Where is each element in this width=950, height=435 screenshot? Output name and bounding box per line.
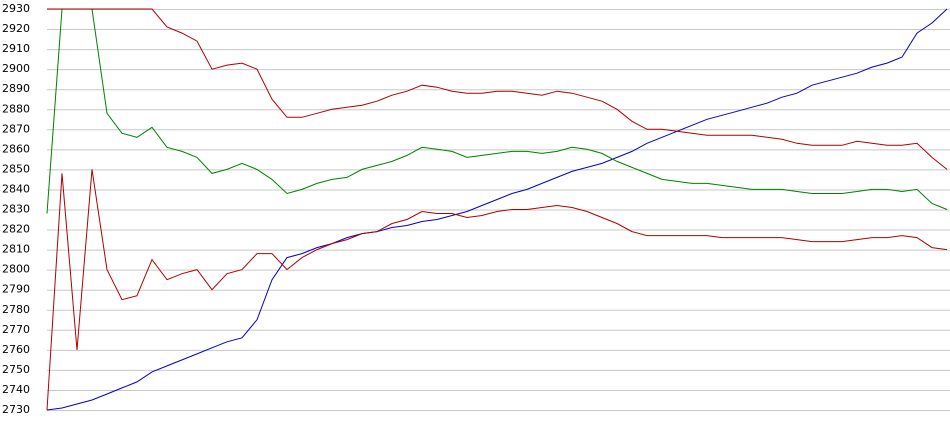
y-tick-label: 2780	[2, 303, 30, 316]
y-tick-label: 2860	[2, 142, 30, 155]
y-tick-label: 2830	[2, 203, 30, 216]
y-tick-label: 2770	[2, 323, 30, 336]
y-tick-label: 2820	[2, 223, 30, 236]
y-tick-label: 2740	[2, 383, 30, 396]
y-tick-label: 2900	[2, 62, 30, 75]
y-tick-label: 2760	[2, 343, 30, 356]
series-line	[46, 8, 948, 411]
y-tick-label: 2750	[2, 363, 30, 376]
y-tick-label: 2890	[2, 82, 30, 95]
series-line	[46, 169, 948, 411]
series-line	[47, 8, 948, 170]
y-tick-label: 2880	[2, 102, 30, 115]
y-tick-label: 2840	[2, 182, 30, 195]
y-tick-label: 2850	[2, 162, 30, 175]
y-tick-label: 2930	[2, 2, 30, 15]
y-tick-label: 2810	[2, 243, 30, 256]
y-tick-label: 2800	[2, 263, 30, 276]
y-tick-label: 2730	[2, 403, 30, 416]
y-tick-label: 2910	[2, 42, 30, 55]
series-line	[46, 8, 948, 214]
y-tick-label: 2790	[2, 283, 30, 296]
y-tick-label: 2870	[2, 122, 30, 135]
y-tick-label: 2920	[2, 22, 30, 35]
